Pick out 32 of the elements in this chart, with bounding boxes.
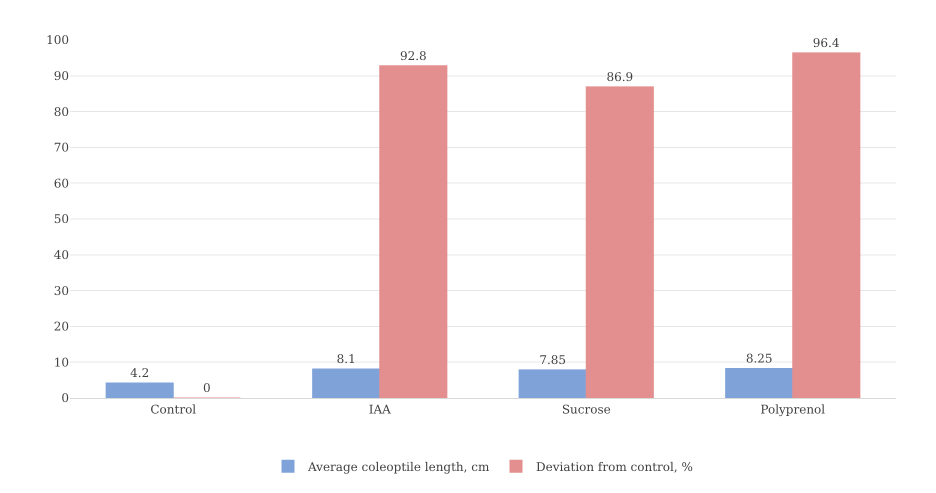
x-tick-label: IAA: [368, 402, 392, 416]
y-tick-label: 10: [54, 355, 69, 370]
y-tick-label: 40: [54, 248, 69, 262]
x-tick-label: Polyprenol: [760, 402, 826, 416]
y-tick-label: 20: [54, 320, 69, 334]
bar: [379, 65, 448, 398]
data-label: 0: [202, 381, 211, 395]
bar: [586, 86, 654, 398]
y-tick-label: 50: [54, 212, 69, 226]
bar: [518, 369, 587, 398]
data-label: 96.4: [812, 36, 840, 50]
y-tick-label: 70: [54, 140, 69, 155]
y-tick-label: 80: [54, 104, 69, 119]
data-label: 8.25: [746, 351, 773, 366]
data-label: 7.85: [539, 352, 566, 367]
bar: [792, 52, 860, 398]
data-label: 86.9: [606, 70, 634, 84]
bar: [106, 382, 174, 398]
legend-label: Deviation from control, %: [536, 460, 693, 474]
bar: [725, 368, 794, 398]
bar: [312, 368, 380, 398]
data-label: 8.1: [336, 352, 356, 366]
data-label: 4.2: [130, 366, 150, 380]
y-tick-label: 90: [54, 69, 69, 83]
x-tick-label: Control: [150, 402, 196, 416]
y-tick-label: 30: [54, 284, 69, 298]
y-tick-label: 0: [61, 391, 69, 406]
y-tick-label: 60: [54, 176, 69, 190]
y-tick-label: 100: [46, 33, 69, 48]
legend-label: Average coleoptile length, cm: [307, 460, 490, 474]
x-tick-label: Sucrose: [562, 402, 611, 416]
data-label: 92.8: [400, 48, 427, 63]
